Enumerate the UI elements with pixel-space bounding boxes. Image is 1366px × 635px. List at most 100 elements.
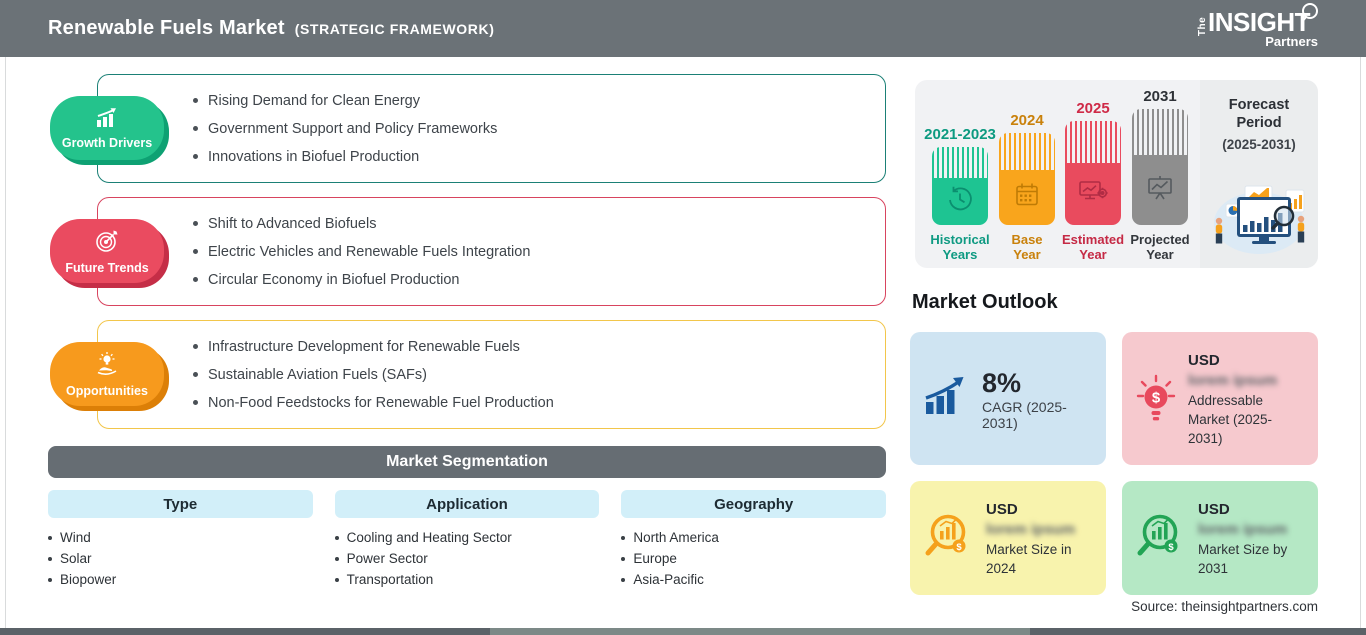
column-header: Application [334, 490, 600, 518]
bottom-bar-segment [490, 628, 1030, 635]
year-label: 2024 [1010, 112, 1044, 129]
list-item: Solar [48, 548, 313, 569]
header-bar: Renewable Fuels Market (STRATEGIC FRAMEW… [0, 0, 1366, 57]
bullet-dot [193, 126, 198, 131]
monitor-gear-icon [1077, 176, 1109, 211]
forecast-period-panel: Forecast Period (2025-2031) [1200, 80, 1318, 268]
list-item: Non-Food Feedstocks for Renewable Fuel P… [193, 395, 885, 411]
timeline-panel: Forecast Period (2025-2031) [915, 80, 1318, 268]
redacted-value: lorem ipsum [1198, 520, 1288, 538]
list-item: Government Support and Policy Frameworks [193, 121, 885, 137]
growth-drivers-badge: Growth Drivers [50, 96, 164, 160]
bullet-text: Non-Food Feedstocks for Renewable Fuel P… [208, 394, 554, 411]
market-size-2031-card: $ USD lorem ipsum Market Size by 2031 [1122, 481, 1318, 595]
logo-partners-text: Partners [1265, 34, 1318, 49]
market-segmentation-bar: Market Segmentation [48, 446, 886, 478]
bar-stripes [932, 147, 988, 179]
bar-stripes [1132, 109, 1188, 156]
market-title: Renewable Fuels Market [48, 17, 285, 39]
forecast-title-line1: Forecast [1228, 97, 1290, 113]
list-item: Infrastructure Development for Renewable… [193, 339, 885, 355]
segmentation-title: Market Segmentation [386, 453, 548, 470]
currency-label: USD [1188, 351, 1220, 369]
list-item: Cooling and Heating Sector [334, 527, 600, 548]
list-item: Power Sector [334, 548, 600, 569]
bullet-dot [193, 400, 198, 405]
card-caption: Market Size by 2031 [1198, 541, 1288, 576]
segment-column-application: Application Cooling and Heating Sector P… [334, 490, 600, 590]
growth-chart-icon [94, 106, 120, 134]
logo-insight-text: INSIGHT [1208, 7, 1310, 37]
item-text: Wind [60, 530, 91, 545]
bullet-dot [621, 535, 626, 540]
item-text: Biopower [60, 572, 117, 587]
timeline-bar-projected: 2031 Projected Year [1130, 88, 1190, 262]
timeline-bar-estimated: 2025 Estimated Year [1061, 88, 1125, 262]
list-item: North America [621, 527, 886, 548]
list-item: Europe [621, 548, 886, 569]
list-item: Innovations in Biofuel Production [193, 149, 885, 165]
logo-the-text: The [1196, 16, 1208, 37]
caption-line: Estimated [1061, 232, 1125, 247]
list-item: Rising Demand for Clean Energy [193, 93, 885, 109]
cagr-value: 8% [982, 367, 1022, 398]
bulb-hand-icon [94, 351, 120, 382]
source-attribution: Source: theinsightpartners.com [1131, 599, 1318, 614]
item-text: North America [633, 530, 719, 545]
caption-line: Year [1079, 247, 1107, 262]
bullet-text: Rising Demand for Clean Energy [208, 92, 420, 109]
item-text: Transportation [346, 572, 434, 587]
item-text: Cooling and Heating Sector [346, 530, 512, 545]
insight-partners-logo: The INSIGHT Partners [1193, 3, 1318, 49]
future-trends-badge: Future Trends [50, 219, 164, 283]
year-label: 2021-2023 [924, 126, 996, 143]
bottom-bar-segment [0, 628, 490, 635]
history-clock-icon [945, 184, 975, 219]
bullet-dot [193, 277, 198, 282]
caption-line: Projected [1130, 232, 1190, 247]
item-text: Solar [60, 551, 92, 566]
cagr-card: 8% CAGR (2025-2031) [910, 332, 1106, 465]
list-item: Asia-Pacific [621, 569, 886, 590]
outlook-cards: 8% CAGR (2025-2031) $ [910, 332, 1318, 595]
bottom-accent-bar [0, 628, 1366, 635]
item-text: Asia-Pacific [633, 572, 704, 587]
year-label: 2031 [1143, 88, 1177, 105]
list-item: Sustainable Aviation Fuels (SAFs) [193, 367, 885, 383]
magnifier-lens-icon [1298, 2, 1322, 31]
bullet-dot [621, 556, 626, 561]
market-outlook-title: Market Outlook [912, 291, 1058, 313]
bullet-text: Sustainable Aviation Fuels (SAFs) [208, 366, 427, 383]
list-item: Transportation [334, 569, 600, 590]
currency-label: USD [1198, 500, 1230, 518]
caption-line: Year [1013, 247, 1041, 262]
bullet-text: Shift to Advanced Biofuels [208, 215, 377, 232]
redacted-value: lorem ipsum [986, 520, 1076, 538]
bullet-dot [48, 556, 52, 561]
card-caption: Market Size in 2024 [986, 541, 1072, 576]
segment-column-type: Type Wind Solar Biopower [48, 490, 313, 590]
bullet-text: Innovations in Biofuel Production [208, 148, 420, 165]
bullet-dot [193, 372, 198, 377]
magnifier-chart-icon: $ [922, 510, 976, 569]
bullet-text: Electric Vehicles and Renewable Fuels In… [208, 243, 531, 260]
bullet-dot [193, 154, 198, 159]
bullet-dot [334, 577, 339, 582]
badge-label: Growth Drivers [61, 136, 153, 150]
cagr-caption: CAGR (2025-2031) [982, 398, 1067, 431]
timeline-bar-base: 2024 Base Year [998, 88, 1056, 262]
svg-text:$: $ [956, 542, 962, 553]
opportunities-box: Infrastructure Development for Renewable… [97, 320, 886, 429]
bullet-dot [193, 98, 198, 103]
bullet-text: Government Support and Policy Frameworks [208, 120, 498, 137]
bullet-dot [48, 535, 52, 540]
list-item: Shift to Advanced Biofuels [193, 216, 885, 232]
bullet-dot [193, 249, 198, 254]
list-item: Wind [48, 527, 313, 548]
svg-text:$: $ [1168, 542, 1174, 553]
bottom-bar-segment [1030, 628, 1366, 635]
bar-stripes [999, 133, 1055, 170]
bullet-text: Circular Economy in Biofuel Production [208, 271, 460, 288]
forecast-range: (2025-2031) [1222, 137, 1296, 152]
